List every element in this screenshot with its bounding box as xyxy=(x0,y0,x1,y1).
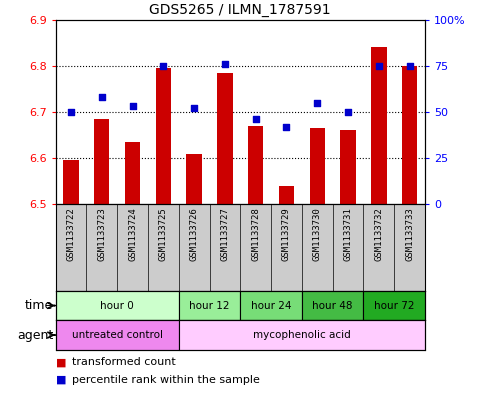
Point xyxy=(221,61,229,67)
Text: GSM1133722: GSM1133722 xyxy=(67,207,75,261)
Text: hour 24: hour 24 xyxy=(251,301,291,310)
Point xyxy=(375,62,383,69)
Text: time: time xyxy=(25,299,53,312)
Text: transformed count: transformed count xyxy=(72,358,176,367)
Text: mycophenolic acid: mycophenolic acid xyxy=(253,330,351,340)
Bar xyxy=(217,73,233,204)
Bar xyxy=(125,142,140,204)
Text: GSM1133725: GSM1133725 xyxy=(159,207,168,261)
Bar xyxy=(63,160,79,204)
Bar xyxy=(186,154,202,204)
Bar xyxy=(279,186,294,204)
Point xyxy=(190,105,198,112)
Text: GSM1133723: GSM1133723 xyxy=(97,207,106,261)
Bar xyxy=(56,291,179,320)
Text: hour 72: hour 72 xyxy=(374,301,414,310)
Title: GDS5265 / ILMN_1787591: GDS5265 / ILMN_1787591 xyxy=(149,3,331,17)
Point xyxy=(406,62,413,69)
Text: hour 48: hour 48 xyxy=(313,301,353,310)
Point xyxy=(159,62,167,69)
Bar xyxy=(341,130,356,204)
Bar xyxy=(310,128,325,204)
Bar xyxy=(179,320,425,350)
Text: GSM1133727: GSM1133727 xyxy=(220,207,229,261)
Text: GSM1133731: GSM1133731 xyxy=(343,207,353,261)
Point xyxy=(344,109,352,115)
Point xyxy=(98,94,106,100)
Text: agent: agent xyxy=(17,329,53,342)
Bar xyxy=(240,291,302,320)
Text: GSM1133728: GSM1133728 xyxy=(251,207,260,261)
Bar xyxy=(371,48,386,204)
Point xyxy=(283,124,290,130)
Point xyxy=(128,103,136,110)
Bar xyxy=(179,291,240,320)
Point xyxy=(252,116,259,123)
Text: percentile rank within the sample: percentile rank within the sample xyxy=(72,375,260,385)
Text: GSM1133729: GSM1133729 xyxy=(282,207,291,261)
Text: hour 12: hour 12 xyxy=(189,301,230,310)
Text: untreated control: untreated control xyxy=(71,330,163,340)
Bar xyxy=(364,291,425,320)
Point xyxy=(313,99,321,106)
Text: ■: ■ xyxy=(56,375,70,385)
Bar xyxy=(402,66,417,204)
Text: GSM1133732: GSM1133732 xyxy=(374,207,384,261)
Text: GSM1133730: GSM1133730 xyxy=(313,207,322,261)
Text: hour 0: hour 0 xyxy=(100,301,134,310)
Bar xyxy=(56,320,179,350)
Text: GSM1133733: GSM1133733 xyxy=(405,207,414,261)
Bar xyxy=(302,291,364,320)
Bar xyxy=(156,68,171,204)
Text: GSM1133724: GSM1133724 xyxy=(128,207,137,261)
Point xyxy=(67,109,75,115)
Text: ■: ■ xyxy=(56,358,70,367)
Bar xyxy=(248,126,263,204)
Text: GSM1133726: GSM1133726 xyxy=(190,207,199,261)
Bar xyxy=(94,119,110,204)
